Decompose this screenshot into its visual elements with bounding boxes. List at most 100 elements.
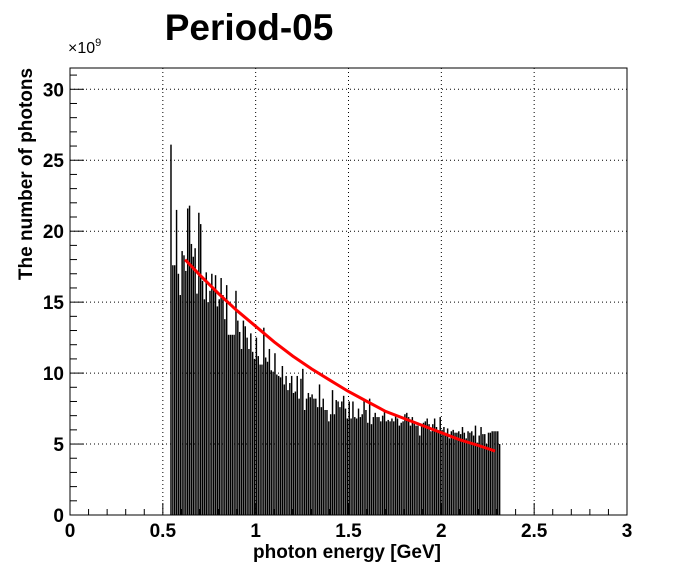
histogram-bar [203,299,206,515]
histogram-bar [251,351,254,515]
histogram-bar [471,431,473,515]
x-axis-ticks: 0 0.5 1 1.5 2 2.5 3 [65,503,632,542]
histogram-bar [283,384,285,515]
histogram-bar [337,401,339,515]
histogram-bar [296,375,298,515]
histogram-bar [409,425,412,515]
histogram-bar [485,444,488,515]
histogram-bar [348,401,350,515]
histogram-bar [318,384,321,515]
histogram-bar [303,409,306,515]
histogram-bar [441,429,443,515]
histogram-bar [196,293,198,515]
histogram-bar [469,432,471,515]
histogram-bar [454,432,456,515]
histogram-bar [361,414,363,515]
x-axis-title: photon energy [GeV] [253,542,441,563]
histogram-bar [209,290,211,515]
histogram-bar [363,398,365,515]
histogram-bar [281,366,284,515]
histogram-bar [402,421,404,515]
histogram-bar [391,418,393,515]
histogram-bar [458,431,460,515]
histogram-bar [253,358,256,515]
y-tick-label: 15 [43,293,65,314]
histogram-bar [181,251,183,516]
histogram-bar [452,429,454,515]
histogram-bar [255,337,258,515]
histogram-bar [274,353,276,515]
histogram-bar [415,425,417,515]
histogram-bar [407,417,410,515]
histogram-bar [430,431,432,515]
histogram-bar [263,327,265,515]
histogram-bar [346,418,349,515]
histogram-bar [482,434,484,515]
histogram-bar [422,422,425,515]
histogram-bar [315,398,317,515]
histogram-bar [365,409,367,515]
histogram-bar [480,427,482,515]
histogram-bar [222,295,224,515]
histogram-bar [344,408,347,515]
histogram-bar [277,375,280,515]
histogram-bar [484,434,486,515]
histogram-bar [268,348,271,515]
histogram-bar [305,398,308,515]
histogram-bar [497,431,499,515]
histogram-bar [177,273,180,515]
histogram-bar [211,273,213,515]
histogram-bar [374,412,376,515]
y-tick-label: 30 [43,80,64,101]
histogram-bar [216,306,219,515]
histogram-bar [289,383,291,515]
histogram-bar [259,364,261,515]
histogram-bar [428,424,430,515]
histogram-bar [326,409,328,515]
histogram-bar [270,370,272,515]
y-axis-ticks: 0 5 10 15 20 25 30 [43,74,84,527]
histogram-bar [426,418,428,515]
y-axis-title: The number of photons [16,68,37,280]
histogram-bar [309,397,311,515]
histogram-bar [445,432,447,515]
histogram-bar [443,427,445,515]
histogram-bar [185,270,187,515]
histogram-bar [439,417,441,515]
histogram-bar [292,392,295,515]
histogram-bar [424,421,427,515]
histogram-bar [352,401,354,515]
x-tick-label: 0 [65,521,76,542]
x-tick-label: 2 [436,521,447,542]
histogram-bar [272,371,274,515]
histogram-bar [294,391,297,515]
y-tick-label: 0 [53,506,64,527]
histogram-bar [214,275,217,515]
histogram-bar [212,289,215,515]
y-tick-label: 20 [43,222,64,243]
histogram-bar [461,427,464,515]
histogram-bar [225,285,228,515]
histogram-bar [207,302,209,515]
histogram-bar [404,414,406,515]
histogram-bar [257,356,259,515]
histogram-bar [261,364,263,515]
histogram-bar [188,205,191,515]
histogram-bar [244,326,246,515]
histogram-bar [170,144,172,515]
histogram-bar [235,290,237,515]
histogram-bar [368,398,371,515]
histogram-bar [342,395,345,515]
histogram-bar [242,320,245,515]
histogram-bar [406,412,408,515]
histogram-bar [311,394,313,515]
histogram-bar [333,414,336,515]
histogram-bar [237,320,239,515]
histogram-bar [313,398,315,515]
histogram-bar [173,265,176,515]
histogram-bar [329,414,332,515]
histogram-bar [199,224,202,515]
histogram-bar [393,421,395,515]
histogram-bar [285,375,287,515]
